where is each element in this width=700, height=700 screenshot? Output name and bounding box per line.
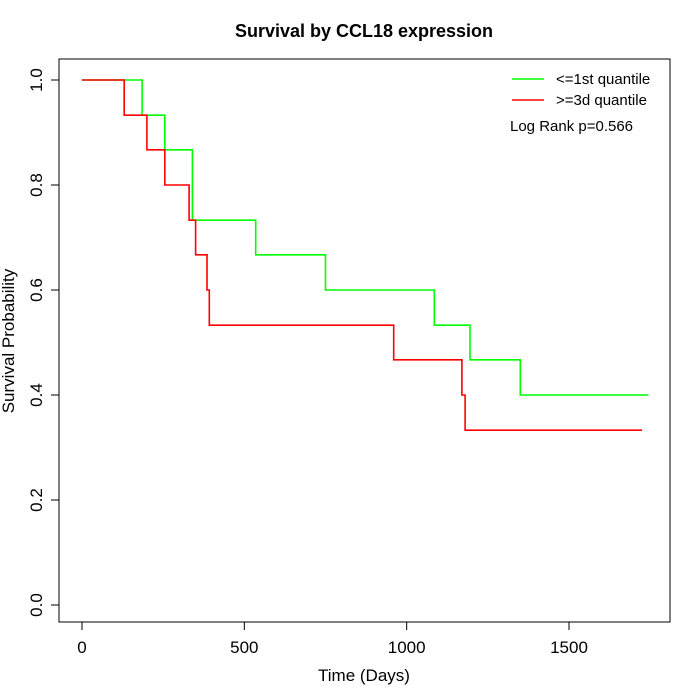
y-tick-label: 0.4 (27, 383, 46, 407)
y-tick-label: 0.0 (27, 593, 46, 617)
y-axis-label: Survival Probability (0, 268, 18, 413)
x-tick-label: 1500 (550, 638, 588, 657)
series-line-high-quantile (82, 79, 642, 431)
x-axis: 0 500 1000 1500 (77, 621, 588, 657)
chart-title: Survival by CCL18 expression (235, 21, 493, 41)
y-tick-label: 1.0 (27, 68, 46, 92)
x-axis-label: Time (Days) (318, 666, 410, 685)
x-tick-label: 1000 (388, 638, 426, 657)
series-line-low-quantile (82, 79, 649, 396)
y-tick-label: 0.8 (27, 173, 46, 197)
plot-frame (58, 58, 671, 623)
x-tick-label: 0 (77, 638, 86, 657)
y-axis: 0.0 0.2 0.4 0.6 0.8 1.0 (27, 68, 60, 617)
series-group (82, 79, 649, 431)
y-tick-label: 0.6 (27, 278, 46, 302)
legend: <=1st quantile >=3d quantile Log Rank p=… (510, 71, 650, 135)
y-tick-label: 0.2 (27, 488, 46, 512)
x-tick-label: 500 (230, 638, 258, 657)
legend-label-high: >=3d quantile (556, 92, 647, 109)
legend-label-low: <=1st quantile (556, 71, 650, 88)
log-rank-annotation: Log Rank p=0.566 (510, 118, 633, 135)
